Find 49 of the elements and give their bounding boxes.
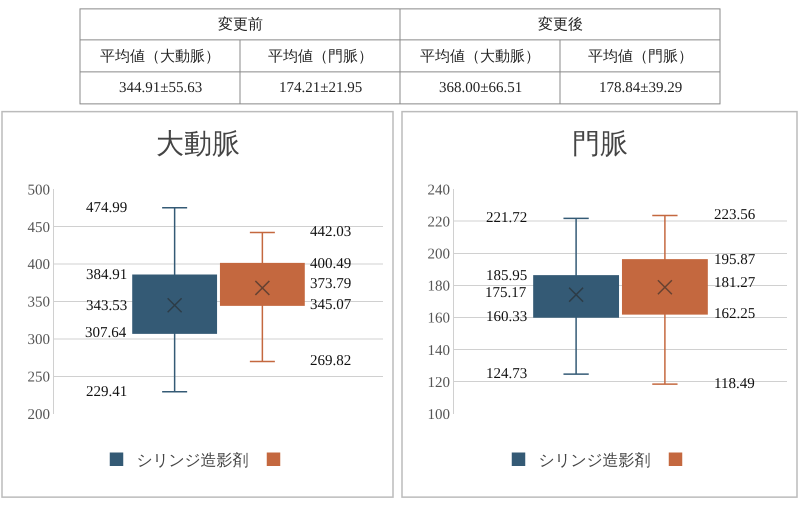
text: 368.00±66.51: [439, 80, 522, 96]
text: 160.33: [486, 309, 528, 325]
y-tick-label: 200: [428, 246, 450, 263]
y-tick-label: 180: [428, 278, 450, 295]
text: 345.07: [310, 297, 352, 313]
text: 181.27: [714, 275, 756, 291]
y-tick-label: 100: [428, 407, 450, 424]
text: 373.79: [310, 276, 352, 292]
text: 174.21±21.95: [279, 80, 362, 96]
text: 474.99: [86, 200, 128, 216]
y-tick-label: 120: [428, 374, 450, 391]
text: 平均値（門脈）: [588, 48, 693, 65]
chart-title: 門脈: [572, 129, 628, 160]
text: 400.49: [310, 256, 352, 272]
text: 平均値（大動脈）: [420, 48, 540, 65]
text: 175.17: [485, 285, 526, 301]
y-tick-label: 220: [428, 214, 450, 230]
text: 384.91: [86, 267, 128, 283]
text: 223.56: [714, 207, 756, 223]
text: 変更前: [218, 16, 263, 33]
y-tick-label: 140: [428, 342, 450, 359]
text: 195.87: [714, 252, 756, 268]
text: 124.73: [486, 366, 528, 382]
text: 178.84±39.29: [599, 80, 682, 96]
text: 442.03: [310, 224, 352, 240]
y-tick-label: 160: [428, 310, 450, 327]
text: 118.49: [714, 376, 755, 392]
y-tick-label: 350: [28, 294, 50, 311]
text: 185.95: [486, 268, 528, 284]
legend-label: シリンジ造影剤: [538, 451, 650, 470]
y-tick-label: 200: [28, 407, 50, 424]
y-tick-label: 250: [28, 370, 50, 386]
y-tick-label: 300: [28, 332, 50, 348]
y-tick-label: 450: [28, 220, 50, 236]
chart-title: 大動脈: [156, 129, 240, 160]
text: 平均値（門脈）: [268, 48, 373, 65]
y-tick-label: 240: [428, 182, 450, 198]
text: 変更後: [538, 16, 583, 33]
y-tick-label: 400: [28, 257, 50, 274]
text: 343.53: [86, 298, 128, 314]
text: 162.25: [714, 306, 756, 322]
text: 229.41: [86, 384, 128, 400]
text: 221.72: [486, 210, 528, 226]
text: 307.64: [85, 325, 126, 341]
text: 269.82: [310, 353, 352, 369]
text: 344.91±55.63: [119, 80, 202, 96]
y-tick-label: 500: [28, 182, 50, 198]
text: 平均値（大動脈）: [100, 48, 220, 65]
legend-label: シリンジ造影剤: [136, 451, 248, 470]
